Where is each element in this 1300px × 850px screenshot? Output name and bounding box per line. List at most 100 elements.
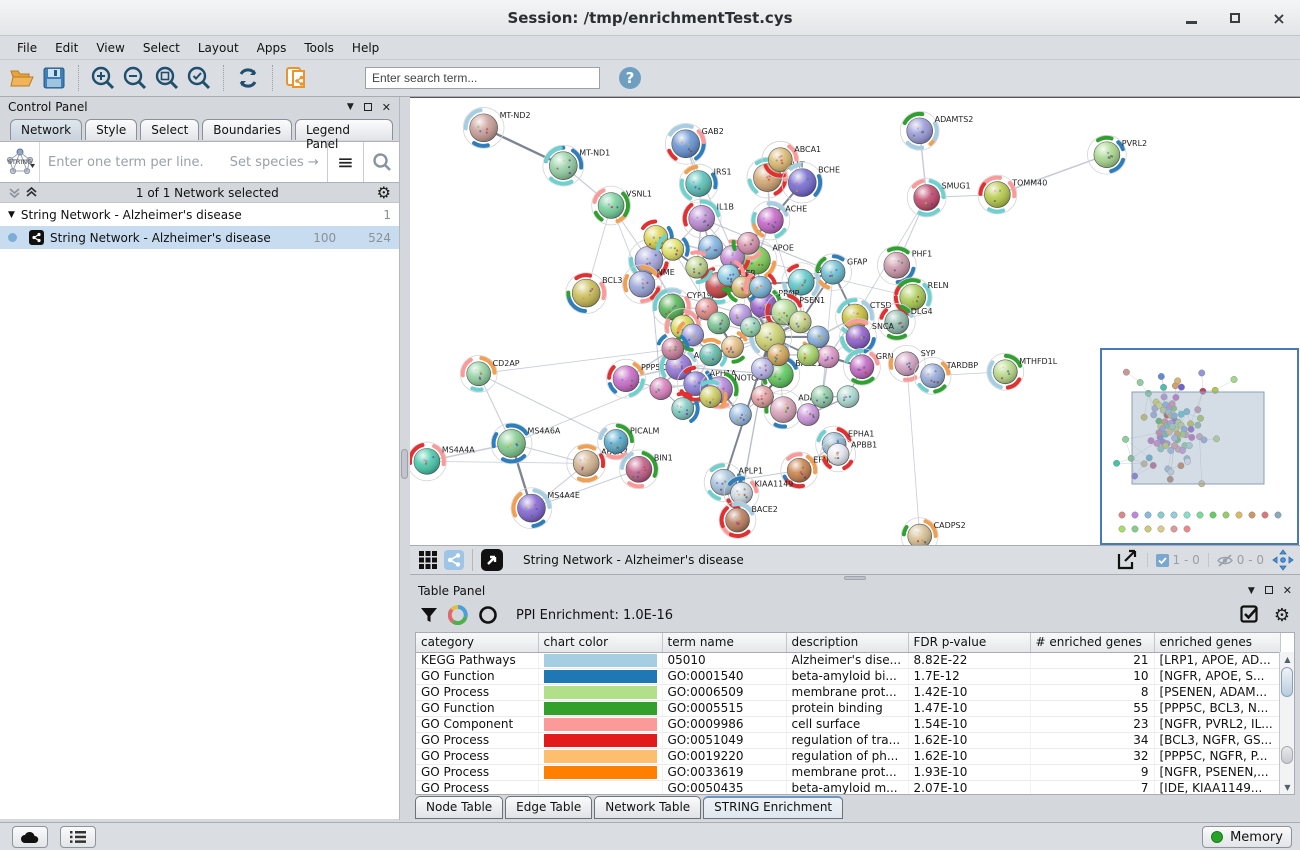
col-chart-color[interactable]: chart color: [538, 633, 663, 653]
network-node[interactable]: CD2AP: [459, 354, 520, 393]
splitter-handle[interactable]: [401, 449, 408, 479]
network-node[interactable]: [721, 331, 748, 364]
network-canvas[interactable]: MT-ND2 MT-ND1 VSNL1 GAB2 IRS1 CHAT ABCA1 BCHE IL…: [410, 97, 1300, 545]
network-node[interactable]: DLG4: [877, 303, 933, 341]
search-input[interactable]: [365, 67, 600, 89]
enrichment-row[interactable]: GO Process GO:0006509 membrane prot... 1…: [416, 684, 1281, 701]
network-node[interactable]: BCL3: [565, 272, 623, 314]
network-node[interactable]: MS4A6A: [490, 422, 561, 465]
network-node[interactable]: [729, 403, 752, 426]
network-node[interactable]: MS4A4A: [410, 441, 475, 482]
filter-icon[interactable]: [420, 606, 438, 624]
tab-boundaries[interactable]: Boundaries: [202, 119, 292, 140]
grid-view-icon[interactable]: [418, 550, 438, 570]
enrichment-row[interactable]: GO Component GO:0009986 cell surface 1.5…: [416, 716, 1281, 733]
open-in-string-icon[interactable]: [481, 549, 503, 571]
network-node[interactable]: [743, 273, 777, 299]
table-close-icon[interactable]: ✕: [1282, 584, 1292, 597]
network-node[interactable]: ACHE: [750, 200, 807, 241]
network-node[interactable]: PVRL2: [1087, 134, 1147, 175]
zoom-out-icon[interactable]: [119, 63, 151, 93]
network-node[interactable]: [751, 385, 774, 408]
enrichment-row[interactable]: GO Function GO:0005515 protein binding 1…: [416, 700, 1281, 717]
network-node[interactable]: ABCA1: [761, 140, 821, 179]
maximize-button[interactable]: [1224, 7, 1246, 29]
network-node[interactable]: [655, 234, 690, 261]
collapse-all-icon[interactable]: [8, 186, 21, 199]
network-node[interactable]: MTHFD1L: [986, 352, 1058, 391]
network-node[interactable]: [656, 334, 690, 361]
tab-edge-table[interactable]: Edge Table: [505, 796, 593, 819]
string-term-input[interactable]: Enter one term per line. Set species →: [40, 142, 327, 182]
tab-node-table[interactable]: Node Table: [415, 796, 504, 819]
scroll-down-icon[interactable]: ▼: [1284, 782, 1291, 792]
network-node[interactable]: PICALM: [597, 422, 660, 461]
table-float-icon[interactable]: [1264, 584, 1273, 597]
network-node[interactable]: APLP1: [703, 462, 763, 503]
network-node[interactable]: PPP5C: [606, 358, 667, 399]
enrichment-row[interactable]: GO Process GO:0033619 membrane prot... 1…: [416, 764, 1281, 781]
panel-menu-icon[interactable]: ▼: [346, 102, 354, 112]
set-species-label[interactable]: Set species →: [229, 154, 319, 170]
network-node[interactable]: ADAMTS2: [899, 111, 973, 151]
close-panel-icon[interactable]: ✕: [381, 100, 391, 114]
tab-legend-panel[interactable]: Legend Panel: [294, 119, 393, 151]
network-node[interactable]: GRN: [843, 347, 894, 386]
network-node[interactable]: [767, 343, 790, 367]
network-node[interactable]: NME: [622, 264, 675, 304]
network-node[interactable]: PHF1: [877, 245, 932, 286]
menu-apps[interactable]: Apps: [256, 40, 287, 55]
tree-expander-icon[interactable]: ▼: [8, 209, 15, 220]
tab-style[interactable]: Style: [85, 119, 138, 140]
save-icon[interactable]: [38, 63, 70, 93]
menu-edit[interactable]: Edit: [55, 40, 79, 55]
network-node[interactable]: IRS1: [678, 163, 732, 204]
network-node[interactable]: APH1A: [676, 364, 737, 403]
tab-network[interactable]: Network: [10, 119, 83, 140]
network-options-gear-icon[interactable]: ⚙: [376, 183, 391, 202]
network-node[interactable]: [796, 403, 820, 426]
menu-select[interactable]: Select: [142, 40, 180, 55]
select-rows-checkbox-icon[interactable]: [1240, 605, 1260, 625]
network-node[interactable]: [796, 343, 820, 367]
network-node[interactable]: [731, 232, 762, 261]
network-node[interactable]: SMUG1: [906, 177, 971, 218]
table-panel-menu-icon[interactable]: ▼: [1247, 585, 1255, 596]
menu-file[interactable]: File: [17, 40, 38, 55]
horizontal-splitter[interactable]: [410, 575, 1300, 581]
export-network-icon[interactable]: [1115, 548, 1139, 572]
tree-network-row[interactable]: String Network - Alzheimer's disease 100…: [0, 226, 399, 249]
network-node[interactable]: [671, 391, 700, 423]
pan-compass-icon[interactable]: [1272, 549, 1294, 571]
scroll-thumb[interactable]: [1281, 667, 1293, 697]
scroll-up-icon[interactable]: ▲: [1284, 654, 1291, 664]
menu-view[interactable]: View: [96, 40, 125, 55]
network-share-icon[interactable]: [444, 550, 464, 570]
col-gene-count[interactable]: # enriched genes: [1030, 633, 1155, 653]
network-graph[interactable]: MT-ND2MT-ND1VSNL1GAB2IRS1CHATABCA1BCHEIL…: [410, 98, 1300, 545]
network-node[interactable]: VSNL1: [591, 185, 652, 226]
tab-string-enrichment[interactable]: STRING Enrichment: [703, 796, 844, 819]
string-search-icon[interactable]: [363, 142, 399, 182]
enrichment-row[interactable]: GO Process GO:0051049 regulation of tra.…: [416, 732, 1281, 749]
zoom-fit-icon[interactable]: [151, 63, 183, 93]
horizontal-splitter-handle[interactable]: [844, 576, 866, 580]
string-options-icon[interactable]: ≡: [327, 142, 363, 182]
network-node[interactable]: [707, 311, 730, 335]
memory-button[interactable]: Memory: [1202, 826, 1292, 848]
zoom-in-icon[interactable]: [87, 63, 119, 93]
col-term-name[interactable]: term name: [662, 633, 787, 653]
menu-help[interactable]: Help: [351, 40, 380, 55]
enrichment-row[interactable]: GO Function GO:0001540 beta-amyloid bi..…: [416, 668, 1281, 685]
ring-chart-icon[interactable]: [478, 605, 498, 625]
network-node[interactable]: BACE2: [718, 501, 778, 539]
network-node[interactable]: MT-ND1: [542, 144, 610, 187]
col-description[interactable]: description: [786, 633, 909, 653]
menu-tools[interactable]: Tools: [304, 40, 334, 55]
network-node[interactable]: MT-ND2: [462, 107, 531, 149]
menu-layout[interactable]: Layout: [197, 40, 239, 55]
enrichment-row[interactable]: GO Process GO:0050435 beta-amyloid m... …: [416, 780, 1281, 794]
network-node[interactable]: GFAP: [814, 253, 868, 292]
network-from-file-icon[interactable]: [281, 63, 313, 93]
network-node[interactable]: GAB2: [664, 122, 724, 165]
